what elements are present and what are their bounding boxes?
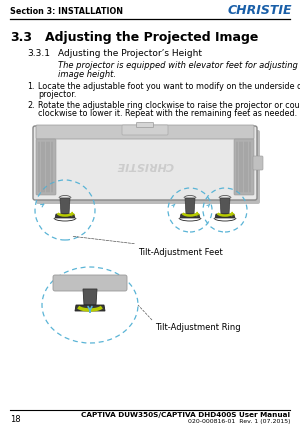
Text: 2.: 2. <box>27 101 34 110</box>
Polygon shape <box>220 198 230 214</box>
Text: Tilt-Adjustment Feet: Tilt-Adjustment Feet <box>138 248 223 257</box>
Text: Rotate the adjustable ring clockwise to raise the projector or counter: Rotate the adjustable ring clockwise to … <box>38 101 300 110</box>
Text: clockwise to lower it. Repeat with the remaining feet as needed.: clockwise to lower it. Repeat with the r… <box>38 109 297 118</box>
FancyBboxPatch shape <box>253 156 263 170</box>
FancyBboxPatch shape <box>122 125 168 135</box>
FancyBboxPatch shape <box>234 139 254 195</box>
Text: projector.: projector. <box>38 90 76 99</box>
Text: Section 3: INSTALLATION: Section 3: INSTALLATION <box>10 6 123 15</box>
Text: 1.: 1. <box>27 82 34 91</box>
FancyBboxPatch shape <box>33 126 257 200</box>
Text: Adjusting the Projected Image: Adjusting the Projected Image <box>45 31 258 44</box>
Text: 3.3: 3.3 <box>10 31 32 44</box>
Polygon shape <box>215 214 235 218</box>
Text: 3.3.1: 3.3.1 <box>27 49 50 58</box>
Polygon shape <box>55 214 75 218</box>
FancyBboxPatch shape <box>136 123 154 127</box>
Text: Tilt-Adjustment Ring: Tilt-Adjustment Ring <box>155 323 241 332</box>
Text: CHRISTIE: CHRISTIE <box>116 160 174 170</box>
Text: 18: 18 <box>10 414 21 423</box>
FancyBboxPatch shape <box>36 139 56 195</box>
Polygon shape <box>180 214 200 218</box>
Text: CAPTIVA DUW350S/CAPTIVA DHD400S User Manual: CAPTIVA DUW350S/CAPTIVA DHD400S User Man… <box>81 412 290 418</box>
Text: The projector is equipped with elevator feet for adjusting the: The projector is equipped with elevator … <box>58 61 300 70</box>
Polygon shape <box>185 198 195 214</box>
Text: Locate the adjustable foot you want to modify on the underside of the: Locate the adjustable foot you want to m… <box>38 82 300 91</box>
Polygon shape <box>75 305 105 311</box>
FancyBboxPatch shape <box>53 275 127 291</box>
FancyBboxPatch shape <box>36 125 254 139</box>
Text: CHRISTIE: CHRISTIE <box>227 5 292 17</box>
Polygon shape <box>60 198 70 214</box>
Text: Adjusting the Projector’s Height: Adjusting the Projector’s Height <box>58 49 202 58</box>
Polygon shape <box>83 289 97 305</box>
Text: 020-000816-01  Rev. 1 (07.2015): 020-000816-01 Rev. 1 (07.2015) <box>188 420 290 424</box>
FancyBboxPatch shape <box>36 130 260 204</box>
Text: image height.: image height. <box>58 70 116 79</box>
